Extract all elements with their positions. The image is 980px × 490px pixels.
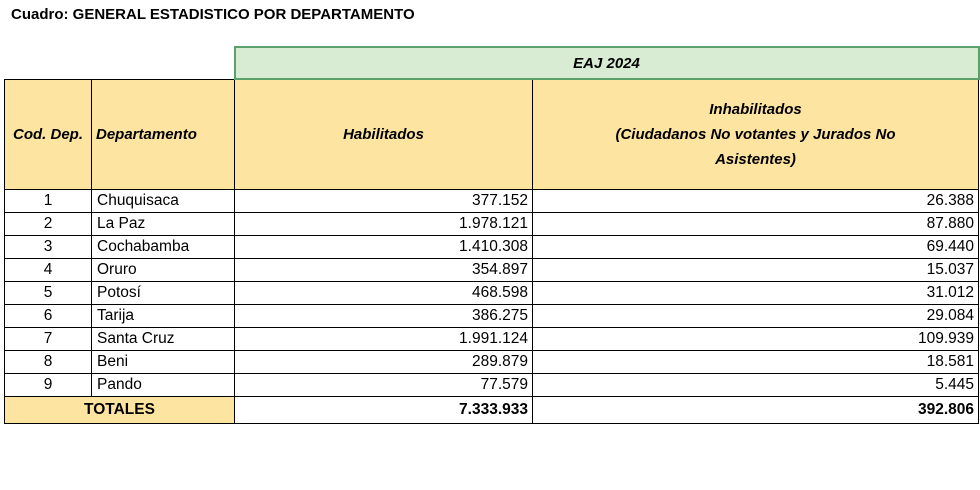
cell-enabled: 1.978.121 [234,212,533,236]
cell-code: 9 [4,373,92,397]
table-row: 5 Potosí 468.598 31.012 [4,281,979,305]
header-disabled-line3: Asistentes) [715,151,796,168]
cell-disabled: 31.012 [532,281,979,305]
table-row: 8 Beni 289.879 18.581 [4,350,979,374]
cell-code: 5 [4,281,92,305]
group-header-row: EAJ 2024 [5,46,980,80]
cell-code: 1 [4,189,92,213]
header-disabled-line2: (Ciudadanos No votantes y Jurados No [615,126,896,143]
column-header-row: Cod. Dep. Departamento Habilitados Inhab… [4,78,979,190]
group-header-eaj: EAJ 2024 [233,46,980,80]
cell-enabled: 377.152 [234,189,533,213]
totals-label: TOTALES [4,396,235,424]
cell-enabled: 1.410.308 [234,235,533,259]
totals-disabled: 392.806 [532,396,979,424]
table-row: 7 Santa Cruz 1.991.124 109.939 [4,327,979,351]
cell-enabled: 468.598 [234,281,533,305]
cell-code: 6 [4,304,92,328]
cell-disabled: 26.388 [532,189,979,213]
cell-code: 2 [4,212,92,236]
blank-cell [5,47,92,79]
cell-disabled: 29.084 [532,304,979,328]
table-title: Cuadro: GENERAL ESTADISTICO POR DEPARTAM… [11,6,415,23]
cell-code: 4 [4,258,92,282]
cell-department: Tarija [91,304,235,328]
cell-enabled: 77.579 [234,373,533,397]
table-row: 6 Tarija 386.275 29.084 [4,304,979,328]
cell-code: 8 [4,350,92,374]
header-disabled: Inhabilitados (Ciudadanos No votantes y … [532,78,979,190]
cell-disabled: 109.939 [532,327,979,351]
cell-department: Santa Cruz [91,327,235,351]
totals-row: TOTALES 7.333.933 392.806 [4,396,979,424]
table-row: 1 Chuquisaca 377.152 26.388 [4,189,979,213]
cell-enabled: 289.879 [234,350,533,374]
table-row: 3 Cochabamba 1.410.308 69.440 [4,235,979,259]
cell-disabled: 87.880 [532,212,979,236]
blank-cell [92,47,235,79]
statistics-table: EAJ 2024 Cod. Dep. Departamento Habilita… [4,46,980,424]
table-row: 9 Pando 77.579 5.445 [4,373,979,397]
cell-enabled: 386.275 [234,304,533,328]
cell-department: Chuquisaca [91,189,235,213]
header-enabled: Habilitados [234,78,533,190]
cell-enabled: 1.991.124 [234,327,533,351]
header-disabled-line1: Inhabilitados [709,101,802,118]
cell-department: Oruro [91,258,235,282]
cell-disabled: 69.440 [532,235,979,259]
cell-department: Potosí [91,281,235,305]
cell-disabled: 18.581 [532,350,979,374]
totals-enabled: 7.333.933 [234,396,533,424]
header-department: Departamento [91,78,235,190]
cell-department: Cochabamba [91,235,235,259]
header-code: Cod. Dep. [4,78,92,190]
cell-department: La Paz [91,212,235,236]
cell-department: Pando [91,373,235,397]
cell-enabled: 354.897 [234,258,533,282]
table-row: 4 Oruro 354.897 15.037 [4,258,979,282]
table-row: 2 La Paz 1.978.121 87.880 [4,212,979,236]
cell-code: 3 [4,235,92,259]
cell-disabled: 15.037 [532,258,979,282]
cell-department: Beni [91,350,235,374]
cell-disabled: 5.445 [532,373,979,397]
cell-code: 7 [4,327,92,351]
